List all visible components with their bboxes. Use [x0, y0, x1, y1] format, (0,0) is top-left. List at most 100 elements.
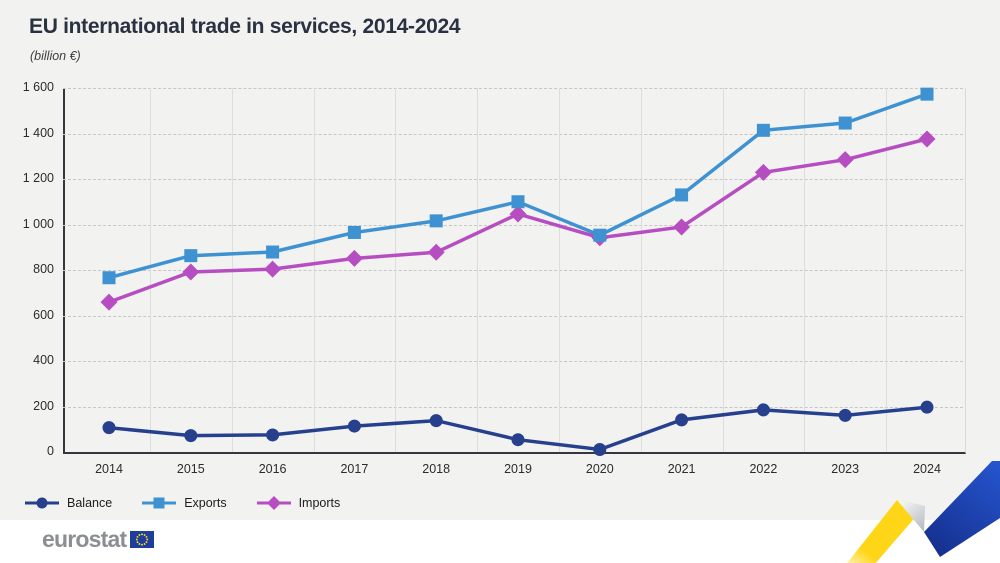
eu-flag-star — [141, 543, 144, 546]
balance-marker-2022 — [756, 403, 770, 417]
imports-marker-2017 — [345, 249, 363, 267]
imports-marker-2023 — [836, 151, 854, 169]
x-gridline — [640, 88, 642, 452]
legend-item-balance[interactable]: Balance — [24, 495, 112, 511]
exports-marker-2022 — [756, 123, 770, 137]
exports-line — [108, 92, 928, 280]
exports-marker-2019 — [511, 195, 525, 209]
eu-flag-star — [138, 543, 141, 545]
eu-flag-star — [136, 535, 139, 538]
imports-marker-2018 — [427, 243, 445, 261]
eu-flag-star — [136, 541, 139, 544]
legend-label: Exports — [184, 496, 227, 510]
x-gridline — [558, 88, 560, 452]
y-axis-tick-label: 1 600 — [22, 80, 54, 94]
eu-flag-star — [138, 534, 141, 536]
x-gridline — [395, 88, 397, 452]
ribbon-fold-segment — [897, 500, 925, 532]
eu-flag-star — [141, 533, 144, 536]
x-axis-tick-label: 2022 — [749, 462, 778, 476]
y-gridline — [63, 179, 963, 180]
exports-marker-2016 — [266, 245, 280, 259]
imports-marker-2022 — [754, 163, 772, 181]
x-gridline — [722, 88, 724, 452]
legend-label: Imports — [298, 496, 341, 510]
exports-marker-2021 — [675, 188, 689, 202]
eu-flag-star — [143, 534, 146, 536]
ribbon-yellow-segment — [847, 500, 925, 563]
balance-marker-2021 — [675, 413, 689, 427]
exports-marker-2024 — [920, 87, 934, 101]
y-axis-tick-label: 1 000 — [22, 216, 54, 231]
exports-marker-2014 — [102, 271, 116, 285]
x-axis-tick-label: 2024 — [913, 462, 941, 476]
ribbon-blue-segment — [924, 461, 1000, 557]
eurostat-logo-text: eurostat — [42, 526, 127, 552]
exports-marker-2015 — [184, 249, 198, 263]
balance-marker-2019 — [511, 433, 525, 447]
y-axis-tick-label: 800 — [33, 262, 54, 276]
x-gridline — [313, 88, 315, 452]
x-axis-tick-label: 2017 — [340, 462, 369, 476]
trend-ribbon-graphic — [847, 461, 1000, 563]
x-gridline — [886, 88, 888, 452]
eu-flag-star — [136, 538, 139, 541]
legend-label: Balance — [67, 496, 113, 510]
y-gridline — [63, 88, 963, 89]
x-gridline — [477, 88, 479, 452]
imports-marker-2015 — [182, 263, 200, 281]
x-axis-tick-label: 2019 — [504, 462, 532, 476]
exports-marker-2023 — [838, 116, 852, 130]
x-gridline — [804, 88, 806, 452]
balance-marker-2023 — [838, 408, 852, 422]
x-axis-tick-label: 2016 — [258, 462, 287, 476]
y-axis-tick-label: 600 — [33, 307, 54, 322]
x-axis-tick-label: 2015 — [176, 462, 205, 476]
y-axis-tick-label: 200 — [33, 398, 54, 413]
balance-marker-2018 — [429, 414, 443, 428]
y-axis-tick-label: 1 200 — [22, 171, 54, 185]
eu-flag-star — [145, 541, 148, 544]
imports-marker-2024 — [918, 130, 936, 148]
exports-marker-2020 — [593, 228, 607, 242]
legend-marker-exports — [142, 497, 177, 509]
balance-marker-2015 — [184, 429, 198, 443]
series-plot — [100, 87, 936, 456]
legend-item-imports[interactable]: Imports — [256, 495, 341, 511]
plot-area — [63, 88, 966, 454]
chart-title: EU international trade in services, 2014… — [29, 15, 461, 38]
eu-flag-star — [143, 543, 146, 545]
y-axis-tick-label: 1 400 — [22, 125, 54, 140]
y-axis-tick-label: 400 — [33, 353, 54, 367]
imports-marker-2014 — [100, 293, 118, 311]
eu-flag-star — [146, 538, 149, 541]
y-gridline — [63, 133, 963, 135]
x-axis-tick-label: 2014 — [95, 462, 123, 476]
imports-marker-2016 — [264, 260, 282, 278]
y-gridline — [63, 224, 963, 226]
x-axis-tick-label: 2018 — [422, 462, 451, 476]
legend-marker-balance — [25, 497, 59, 509]
eu-flag-field — [130, 531, 155, 548]
x-axis-tick-label: 2020 — [585, 462, 614, 476]
balance-marker-2017 — [347, 419, 361, 433]
chart-subtitle: (billion €) — [30, 49, 81, 63]
balance-marker-2024 — [920, 400, 934, 414]
eurostat-logo: eurostat — [42, 526, 155, 552]
y-gridline — [63, 361, 963, 362]
imports-marker-2019 — [509, 205, 527, 223]
legend-item-exports[interactable]: Exports — [141, 495, 227, 511]
eu-flag-star — [145, 535, 148, 538]
x-axis-tick-label: 2023 — [831, 462, 860, 476]
legend: Balance Exports Imports — [24, 495, 340, 511]
y-axis-tick-label: 0 — [47, 444, 54, 458]
y-gridline — [63, 406, 963, 408]
x-gridline — [149, 88, 151, 452]
eu-flag-icon — [130, 531, 155, 548]
y-gridline — [63, 315, 963, 317]
balance-marker-2020 — [593, 442, 607, 456]
exports-marker-2018 — [429, 214, 443, 228]
exports-marker-2017 — [347, 225, 361, 239]
balance-marker-2014 — [102, 421, 116, 435]
